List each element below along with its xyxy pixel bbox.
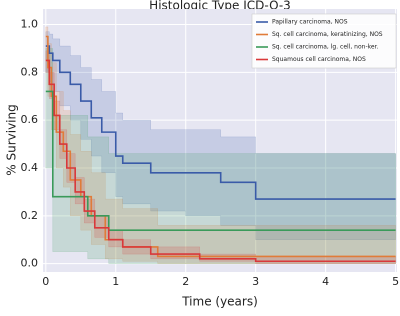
x-tick-label: 3 (252, 275, 259, 288)
y-tick-label: 1.0 (21, 18, 39, 31)
x-axis-label: Time (years) (181, 295, 258, 309)
x-tick-label: 2 (182, 275, 189, 288)
legend-label: Squamous cell carcinoma, NOS (272, 56, 366, 63)
x-tick-label: 5 (392, 275, 399, 288)
x-tick-label: 1 (112, 275, 119, 288)
y-tick-label: 0.4 (21, 161, 39, 174)
confidence-band (45, 50, 396, 264)
legend-label: Sq. cell carcinoma, keratinizing, NOS (272, 31, 383, 38)
confidence-band (45, 26, 396, 264)
survival-line (45, 59, 396, 263)
legend-label: Papillary carcinoma, NOS (272, 19, 348, 26)
x-tick-label: 4 (322, 275, 329, 288)
survival-line (45, 45, 396, 200)
y-axis-label: % Surviving (5, 104, 19, 175)
y-tick-label: 0.6 (21, 113, 39, 126)
confidence-band (45, 48, 396, 264)
survival-line (45, 90, 396, 231)
y-tick-label: 0.2 (21, 209, 39, 222)
legend-label: Sq. cell carcinoma, lg. cell, non-ker. (272, 44, 378, 51)
y-tick-label: 0.8 (21, 65, 39, 78)
y-tick-label: 0.0 (21, 257, 39, 270)
x-tick-label: 0 (42, 275, 49, 288)
legend-box (251, 13, 397, 69)
confidence-band (45, 31, 396, 240)
